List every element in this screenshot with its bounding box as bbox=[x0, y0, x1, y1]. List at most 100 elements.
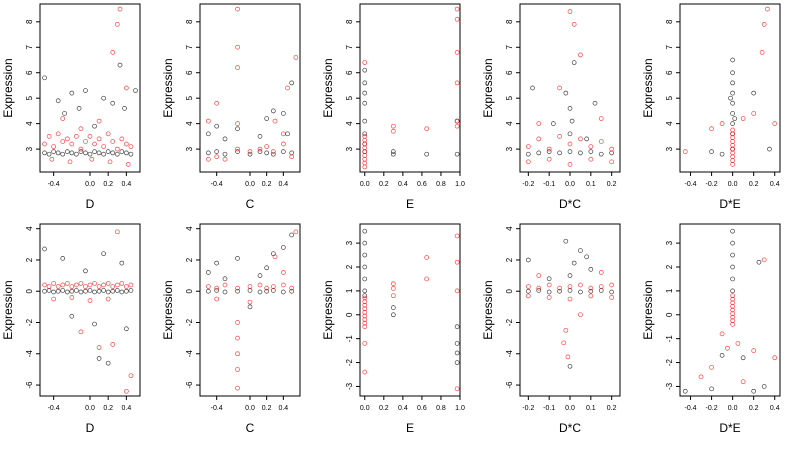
data-point bbox=[214, 285, 220, 291]
y-tick-label: -3 bbox=[345, 382, 354, 390]
data-point bbox=[133, 88, 138, 93]
x-axis-title: D bbox=[86, 421, 95, 435]
data-point bbox=[128, 144, 134, 149]
data-point bbox=[46, 151, 52, 157]
y-tick-label: 0 bbox=[345, 312, 354, 317]
data-point bbox=[235, 65, 240, 70]
data-point bbox=[525, 144, 531, 149]
data-point bbox=[257, 273, 263, 278]
data-point bbox=[55, 284, 61, 289]
data-point bbox=[567, 296, 573, 302]
y-tick-label: 8 bbox=[665, 19, 674, 24]
y-tick-label: 7 bbox=[345, 44, 354, 49]
y-tick-label: 3 bbox=[345, 146, 354, 151]
data-point bbox=[214, 100, 220, 106]
data-point bbox=[222, 156, 228, 162]
y-axis-title: Expression bbox=[1, 280, 15, 339]
data-point bbox=[92, 123, 97, 129]
data-point bbox=[578, 312, 583, 318]
data-point bbox=[101, 251, 106, 257]
data-point bbox=[567, 141, 573, 147]
y-tick-label: 0 bbox=[665, 312, 674, 317]
data-point bbox=[74, 134, 79, 139]
x-tick-label: 0.8 bbox=[436, 405, 446, 412]
data-point bbox=[362, 369, 368, 375]
data-point bbox=[546, 146, 552, 152]
data-point bbox=[214, 296, 220, 302]
y-tick-label: 2 bbox=[665, 264, 674, 269]
y-tick-label: 4 bbox=[345, 121, 354, 126]
data-point bbox=[454, 6, 460, 12]
y-tick-label: -6 bbox=[185, 381, 194, 389]
data-point bbox=[567, 9, 573, 14]
data-point bbox=[270, 151, 276, 157]
data-point bbox=[96, 345, 102, 350]
data-point bbox=[96, 288, 102, 294]
data-point bbox=[205, 156, 211, 162]
data-point bbox=[205, 284, 211, 289]
data-point bbox=[730, 121, 735, 126]
data-point bbox=[567, 162, 573, 167]
data-point bbox=[124, 284, 129, 289]
data-point bbox=[362, 288, 368, 294]
data-point bbox=[280, 141, 286, 147]
x-tick-label: 1.0 bbox=[455, 405, 465, 412]
data-point bbox=[74, 288, 79, 293]
data-point bbox=[264, 285, 270, 291]
data-point bbox=[730, 131, 735, 137]
data-point bbox=[92, 289, 97, 295]
y-tick-label: 2 bbox=[505, 257, 514, 262]
data-point bbox=[280, 149, 286, 154]
data-point bbox=[730, 70, 735, 76]
data-point bbox=[101, 282, 106, 288]
x-tick-label: 0.4 bbox=[121, 181, 131, 188]
data-point bbox=[114, 151, 120, 157]
scatter-panel: -0.4 0.0 0.2 0.4 -6 -4 -2 0 2 4 D Expression bbox=[1, 223, 141, 435]
data-point bbox=[362, 156, 368, 162]
data-point bbox=[362, 276, 368, 282]
data-point bbox=[730, 150, 735, 156]
data-point bbox=[96, 150, 102, 156]
plot-frame bbox=[359, 3, 461, 173]
data-point bbox=[569, 118, 575, 124]
data-point bbox=[454, 151, 460, 157]
data-point bbox=[525, 159, 531, 165]
x-tick-label: 0.8 bbox=[436, 181, 446, 188]
data-point bbox=[78, 149, 84, 154]
y-tick-label: 8 bbox=[25, 19, 34, 24]
y-tick-label: 6 bbox=[665, 70, 674, 75]
x-tick-label: 0.0 bbox=[85, 181, 95, 188]
data-point bbox=[732, 116, 738, 121]
data-point bbox=[235, 351, 240, 357]
data-point bbox=[92, 281, 97, 286]
y-tick-label: 8 bbox=[185, 19, 194, 24]
data-point bbox=[110, 284, 116, 289]
data-point bbox=[214, 123, 220, 129]
data-point bbox=[257, 282, 263, 288]
data-point bbox=[740, 379, 746, 385]
y-tick-label: 4 bbox=[505, 226, 514, 231]
x-axis-title: D*E bbox=[719, 197, 740, 211]
data-point bbox=[730, 314, 735, 320]
data-point bbox=[124, 388, 129, 394]
data-point bbox=[96, 136, 102, 142]
data-point bbox=[730, 318, 735, 324]
data-point bbox=[270, 284, 276, 289]
y-tick-label: 7 bbox=[505, 44, 514, 49]
data-point bbox=[87, 298, 93, 303]
data-point bbox=[51, 144, 56, 149]
scatter-panel: -0.4 -0.2 0.0 0.2 0.4 -3 -2 -1 0 1 2 3 D*E Expression bbox=[641, 223, 781, 435]
data-point bbox=[280, 270, 286, 275]
data-point bbox=[235, 149, 240, 154]
data-point bbox=[362, 134, 368, 139]
x-tick-label: 0.6 bbox=[417, 405, 427, 412]
data-point bbox=[390, 151, 396, 157]
data-point bbox=[285, 131, 290, 137]
x-tick-label: 0.6 bbox=[417, 181, 427, 188]
y-axis-title: Expression bbox=[641, 58, 655, 117]
data-point bbox=[67, 159, 73, 165]
data-point bbox=[390, 293, 396, 299]
data-point bbox=[730, 162, 735, 167]
data-point bbox=[257, 149, 263, 154]
y-axis-title: Expression bbox=[161, 58, 175, 117]
